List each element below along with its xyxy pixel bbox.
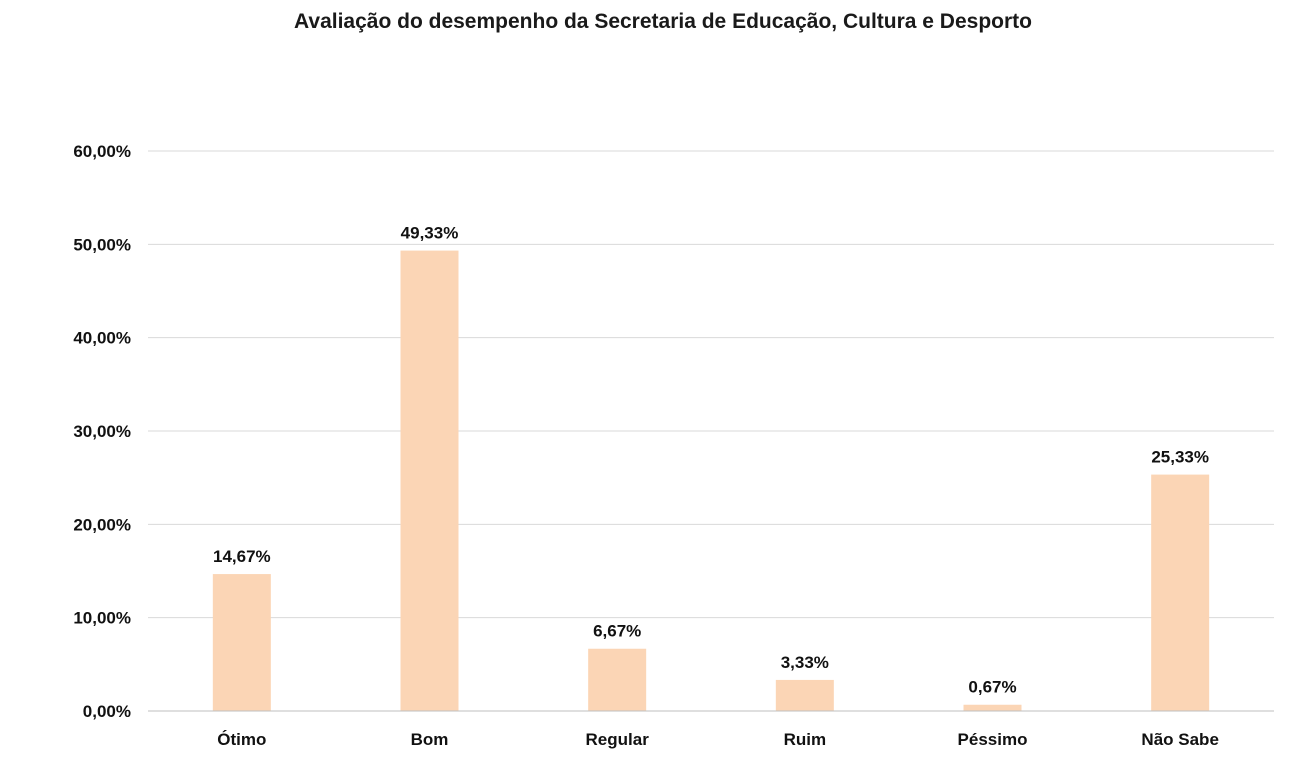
data-label: 6,67% [593, 622, 641, 641]
x-category-label: Péssimo [958, 730, 1028, 749]
x-category-label: Bom [411, 730, 449, 749]
bar [212, 574, 271, 711]
bar [775, 679, 834, 711]
y-tick-label: 50,00% [73, 235, 131, 254]
bar [400, 250, 459, 711]
chart-title: Avaliação do desempenho da Secretaria de… [294, 10, 1032, 33]
x-category-label: Não Sabe [1141, 730, 1218, 749]
y-axis-ticks: 0,00% 10,00% 20,00% 30,00% 40,00% 50,00% 60,00… [73, 142, 131, 721]
bars [212, 250, 1210, 711]
y-tick-label: 0,00% [83, 702, 131, 721]
y-tick-label: 20,00% [73, 515, 131, 534]
data-labels: 14,67% 49,33% 6,67% 3,33% 0,67% 25,33% [213, 224, 1209, 697]
x-axis-categories: Ótimo Bom Regular Ruim Péssimo Não Sabe [217, 730, 1219, 749]
bar [963, 704, 1022, 711]
bar [1151, 474, 1210, 711]
data-label: 3,33% [781, 653, 829, 672]
x-category-label: Ótimo [217, 730, 266, 749]
gridlines [148, 150, 1274, 619]
y-tick-label: 10,00% [73, 609, 131, 628]
data-label: 0,67% [968, 678, 1016, 697]
y-tick-label: 40,00% [73, 329, 131, 348]
x-category-label: Regular [586, 730, 650, 749]
data-label: 14,67% [213, 547, 271, 566]
bar [588, 648, 647, 711]
x-category-label: Ruim [784, 730, 827, 749]
data-label: 25,33% [1151, 448, 1209, 467]
data-label: 49,33% [401, 224, 459, 243]
y-tick-label: 30,00% [73, 422, 131, 441]
y-tick-label: 60,00% [73, 142, 131, 161]
